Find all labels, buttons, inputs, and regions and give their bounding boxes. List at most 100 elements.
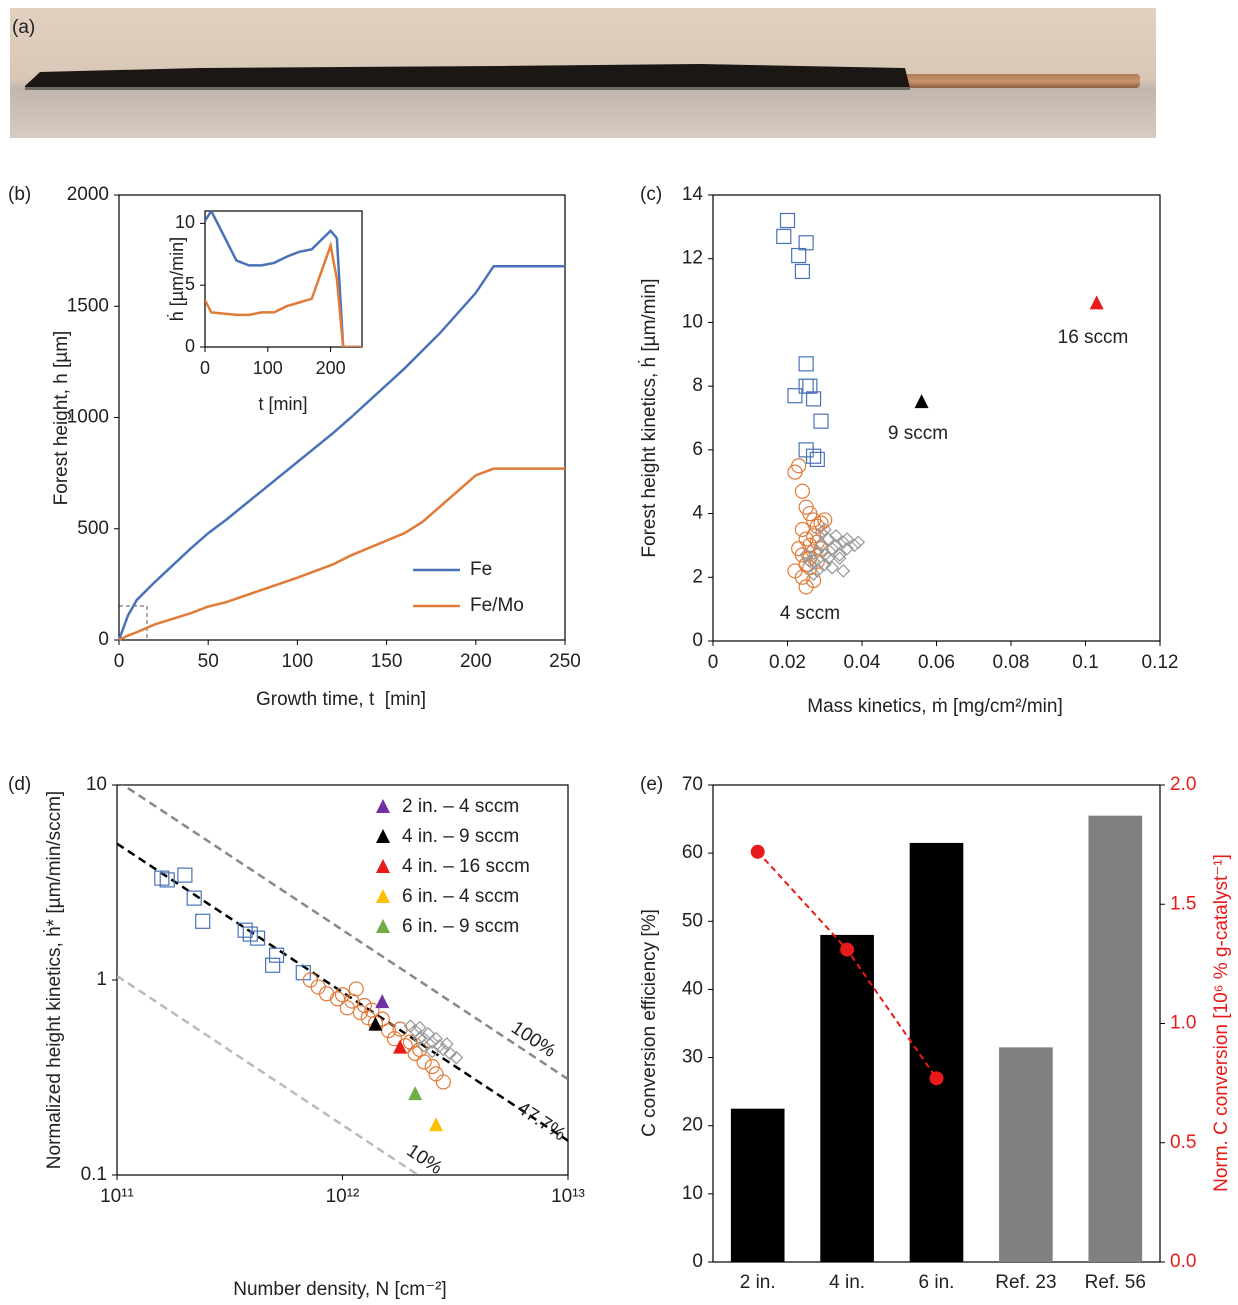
x-tick-label: 150 bbox=[371, 651, 403, 672]
triangle-marker bbox=[375, 994, 390, 1009]
y-axis-label: C conversion efficiency [%] bbox=[639, 909, 660, 1137]
circle-marker bbox=[794, 569, 811, 585]
y-tick-label: 8 bbox=[692, 375, 703, 396]
diamond-marker bbox=[449, 1050, 464, 1065]
triangle-marker bbox=[368, 1016, 383, 1031]
x-tick-label: 0 bbox=[708, 652, 719, 673]
x-tick-label: 10¹¹ bbox=[100, 1186, 134, 1207]
legend-swatch bbox=[376, 889, 390, 903]
panel-label: (d) bbox=[8, 774, 31, 795]
circle-marker bbox=[407, 1045, 423, 1062]
y2-tick-label: 1.5 bbox=[1170, 893, 1196, 914]
y-tick-label: 1500 bbox=[67, 295, 109, 316]
x-tick-label: 100 bbox=[253, 358, 283, 378]
diamond-marker bbox=[412, 1020, 427, 1035]
triangle-marker bbox=[429, 1117, 444, 1132]
y-tick-label: 0 bbox=[692, 1251, 703, 1272]
y-tick-label: 14 bbox=[682, 184, 704, 205]
circle-marker bbox=[364, 1002, 380, 1018]
y-tick-label: 12 bbox=[682, 248, 703, 269]
panel-label: (a) bbox=[12, 17, 35, 38]
diamond-marker bbox=[829, 538, 843, 553]
y-tick-label: 30 bbox=[682, 1047, 703, 1068]
x-axis-label: Growth time, t [min] bbox=[256, 689, 426, 710]
axes: 0 0.02 0.04 0.06 0.08 0.1 0.12 0 2 4 6 8 10 12 14 Mass … bbox=[639, 184, 1178, 717]
data-line bbox=[205, 240, 362, 347]
circle-marker bbox=[791, 458, 807, 474]
x-tick-label: 0 bbox=[200, 358, 210, 378]
x-axis-label: t [min] bbox=[258, 394, 307, 414]
legend-label: 6 in. – 4 sccm bbox=[402, 886, 519, 907]
plot-frame bbox=[204, 210, 363, 348]
y-tick-label: 60 bbox=[682, 842, 703, 863]
bar bbox=[909, 842, 964, 1262]
diamond-marker bbox=[436, 1042, 451, 1057]
square-marker bbox=[779, 212, 796, 229]
circle-marker bbox=[348, 981, 364, 997]
square-marker bbox=[787, 388, 803, 404]
triangle-marker bbox=[914, 394, 929, 409]
y-axis-label: Forest height, h [µm] bbox=[51, 331, 72, 506]
x-axis-label: Mass kinetics, ṁ [mg/cm²/min] bbox=[807, 696, 1062, 717]
x-tick-label: Ref. 56 bbox=[1085, 1272, 1146, 1293]
diamond-marker bbox=[803, 554, 817, 569]
circle-marker bbox=[416, 1054, 432, 1070]
circle-marker bbox=[386, 1031, 403, 1047]
panel-label: (e) bbox=[640, 774, 663, 795]
y2-point bbox=[750, 844, 765, 859]
annotation: 4 sccm bbox=[780, 603, 840, 624]
x-tick-label: 50 bbox=[198, 651, 219, 672]
axes: 0 100 200 0 5 10 t [min] ḣ [µm/min] bbox=[167, 210, 363, 414]
y-tick-label: 10 bbox=[86, 774, 107, 795]
legend-swatch bbox=[376, 859, 390, 873]
legend-label: 4 in. – 9 sccm bbox=[402, 826, 519, 847]
y-tick-label: 0.1 bbox=[81, 1164, 107, 1185]
reference-line-label: 47.7% bbox=[513, 1098, 569, 1146]
circle-marker bbox=[817, 512, 833, 528]
x-tick-label: 100 bbox=[282, 651, 314, 672]
square-marker bbox=[798, 356, 814, 372]
x-tick-label: 0.1 bbox=[1072, 652, 1098, 673]
legend-label: Fe/Mo bbox=[470, 595, 524, 616]
reference-line bbox=[117, 842, 568, 1142]
y-tick-label: 20 bbox=[682, 1115, 703, 1136]
y-tick-label: 4 bbox=[692, 503, 703, 524]
y2-point bbox=[840, 942, 855, 957]
legend-label: 4 in. – 16 sccm bbox=[402, 856, 530, 877]
y2-axis-label: Norm. C conversion [10⁶ % g-catalyst⁻¹] bbox=[1211, 854, 1232, 1192]
y2-tick-label: 2.0 bbox=[1170, 774, 1196, 795]
y-tick-label: 2 bbox=[692, 566, 703, 587]
bar bbox=[1088, 815, 1143, 1262]
y-tick-label: 0 bbox=[98, 629, 109, 650]
y-tick-label: 500 bbox=[77, 518, 109, 539]
y-tick-label: 6 bbox=[692, 439, 703, 460]
diamond-marker bbox=[425, 1035, 440, 1050]
diamond-marker bbox=[429, 1031, 443, 1046]
x-axis-label: Number density, N [cm⁻²] bbox=[233, 1279, 446, 1300]
annotation: 16 sccm bbox=[1058, 327, 1129, 348]
diamond-marker bbox=[810, 544, 825, 559]
square-marker bbox=[813, 413, 829, 429]
square-marker bbox=[802, 378, 818, 394]
circle-marker bbox=[794, 483, 811, 499]
square-marker bbox=[809, 451, 825, 468]
triangle-marker bbox=[408, 1086, 423, 1101]
diamond-marker bbox=[821, 551, 836, 566]
legend-swatch bbox=[376, 799, 390, 813]
y-tick-label: 0 bbox=[692, 630, 703, 651]
triangle-marker bbox=[393, 1039, 408, 1054]
diamond-marker bbox=[439, 1037, 454, 1051]
diamond-marker bbox=[851, 535, 866, 550]
y2-tick-label: 0.5 bbox=[1170, 1132, 1196, 1153]
diamond-marker bbox=[829, 529, 843, 543]
square-marker bbox=[177, 867, 193, 883]
square-marker bbox=[798, 235, 814, 251]
x-tick-label: 4 in. bbox=[829, 1272, 865, 1293]
bar bbox=[820, 934, 874, 1262]
panel-label: (b) bbox=[8, 184, 31, 205]
bar bbox=[999, 1047, 1053, 1262]
y-axis-label: Normalized height kinetics, ḣ* [µm/min/s… bbox=[44, 791, 65, 1169]
bar bbox=[730, 1108, 785, 1262]
